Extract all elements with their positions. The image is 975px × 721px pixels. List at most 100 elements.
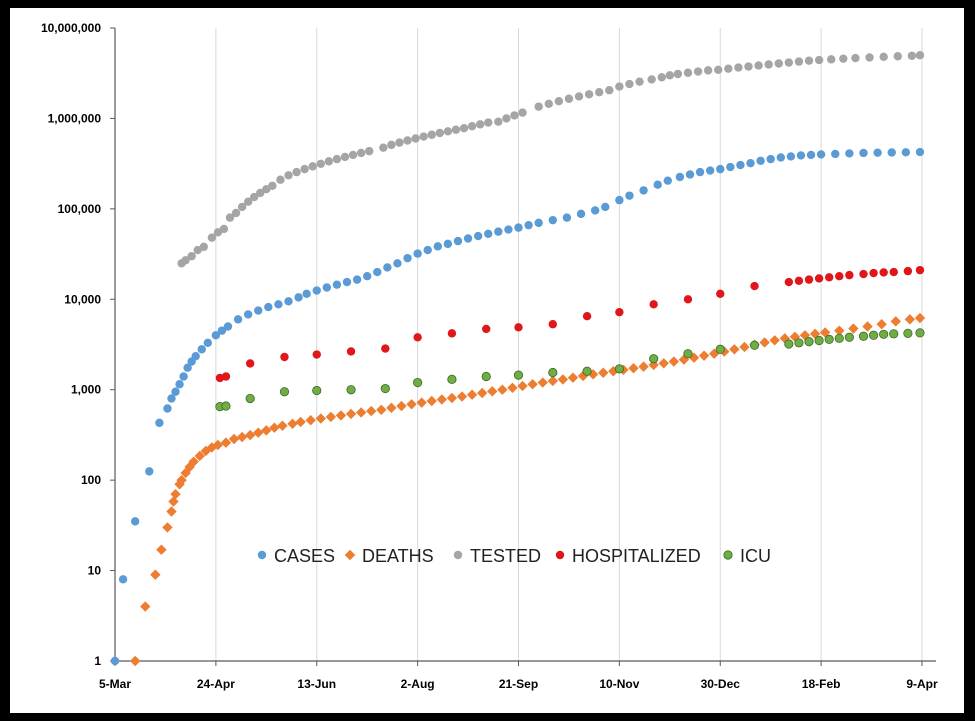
cases-point <box>443 239 453 249</box>
deaths-point <box>769 335 780 346</box>
hospitalized-point <box>784 277 794 287</box>
deaths-point <box>466 389 478 400</box>
tested-point <box>475 120 485 129</box>
hospitalized-point <box>615 307 624 317</box>
cases-point <box>766 154 775 164</box>
tested-point <box>615 82 624 91</box>
hospitalized-point <box>824 273 834 282</box>
tested-point <box>724 64 733 73</box>
series-icu <box>215 328 925 412</box>
tested-point <box>915 51 925 60</box>
tested-point <box>734 63 743 72</box>
deaths-point <box>547 375 558 387</box>
deaths-point <box>287 418 298 429</box>
deaths-point <box>253 427 264 438</box>
tested-point <box>893 52 902 61</box>
tested-point <box>419 132 428 141</box>
tested-point <box>605 86 614 95</box>
tested-point <box>595 88 604 97</box>
tested-point <box>243 197 253 206</box>
cases-point <box>639 186 648 195</box>
icu-point <box>814 335 824 346</box>
data-series <box>110 51 926 667</box>
cases-point <box>352 275 362 284</box>
icu-point <box>858 331 869 341</box>
deaths-point <box>537 377 548 388</box>
deaths-point <box>376 404 387 415</box>
icu-point <box>889 329 899 339</box>
y-tick-label: 1,000 <box>71 383 101 397</box>
y-tick-label: 1 <box>94 654 101 668</box>
deaths-point <box>476 387 488 399</box>
cases-point <box>653 180 662 189</box>
icu-point <box>513 370 524 380</box>
tested-point <box>467 122 477 131</box>
hospitalized-point <box>750 281 759 291</box>
gridlines <box>215 28 923 661</box>
series-tested <box>177 51 925 268</box>
icu-point <box>548 367 558 378</box>
tested-point <box>199 242 208 252</box>
hospitalized-point <box>649 300 658 309</box>
deaths-point <box>168 496 179 507</box>
tested-point <box>237 202 247 212</box>
icu-point <box>824 334 834 345</box>
y-tick-labels: 1 10 100 1,000 10,000 100,000 1,000,000 10,000,… <box>41 21 101 668</box>
cases-point <box>223 322 233 331</box>
deaths-point <box>170 488 181 500</box>
tested-point <box>340 152 350 162</box>
y-tick-label: 10,000,000 <box>41 21 101 35</box>
tested-point <box>502 114 511 123</box>
legend-marker-tested <box>453 550 463 560</box>
deaths-point <box>220 437 232 448</box>
deaths-point <box>277 420 288 431</box>
legend-item-deaths: DEATHS <box>344 546 434 566</box>
tested-point <box>518 108 527 117</box>
cases-point <box>294 293 303 302</box>
tested-point <box>451 125 461 134</box>
deaths-point <box>678 354 690 365</box>
cases-point <box>695 167 705 177</box>
deaths-point <box>228 433 240 445</box>
deaths-point <box>446 392 458 404</box>
cases-point <box>534 218 543 228</box>
deaths-point <box>739 341 750 353</box>
icu-point <box>245 393 255 404</box>
hospitalized-point <box>835 272 844 281</box>
cases-point <box>383 263 392 272</box>
deaths-point <box>759 337 770 348</box>
hospitalized-point <box>245 359 255 368</box>
icu-point <box>794 338 804 348</box>
cases-point <box>217 326 227 335</box>
hospitalized-point <box>413 333 422 342</box>
tested-point <box>300 164 309 174</box>
icu-point <box>279 387 290 397</box>
legend-item-hospitalized: HOSPITALIZED <box>555 546 701 566</box>
chart-legend: CASES DEATHS TESTED HOSPITALIZED ICU <box>257 546 771 566</box>
deaths-point <box>315 413 326 424</box>
cases-point <box>705 166 715 175</box>
deaths-point <box>174 479 185 490</box>
tested-point <box>714 65 723 74</box>
icu-point <box>879 329 889 339</box>
tested-point <box>292 167 301 177</box>
deaths-point <box>355 407 367 418</box>
tested-point <box>225 213 235 222</box>
hospitalized-point <box>814 274 824 283</box>
deaths-point <box>779 333 791 344</box>
tested-point <box>554 97 564 106</box>
deaths-point <box>426 395 437 407</box>
deaths-point <box>166 506 177 517</box>
icu-point <box>380 383 390 394</box>
icu-point <box>903 328 913 338</box>
x-tick-label: 10-Nov <box>599 677 639 691</box>
deaths-point <box>638 361 649 372</box>
deaths-point <box>325 411 337 423</box>
tested-point <box>231 208 241 218</box>
y-tick-label: 1,000,000 <box>48 111 102 125</box>
legend-marker-icu <box>723 550 733 560</box>
icu-point <box>844 332 854 342</box>
icu-point <box>582 366 592 376</box>
deaths-point <box>890 316 901 327</box>
hospitalized-point <box>915 265 925 275</box>
